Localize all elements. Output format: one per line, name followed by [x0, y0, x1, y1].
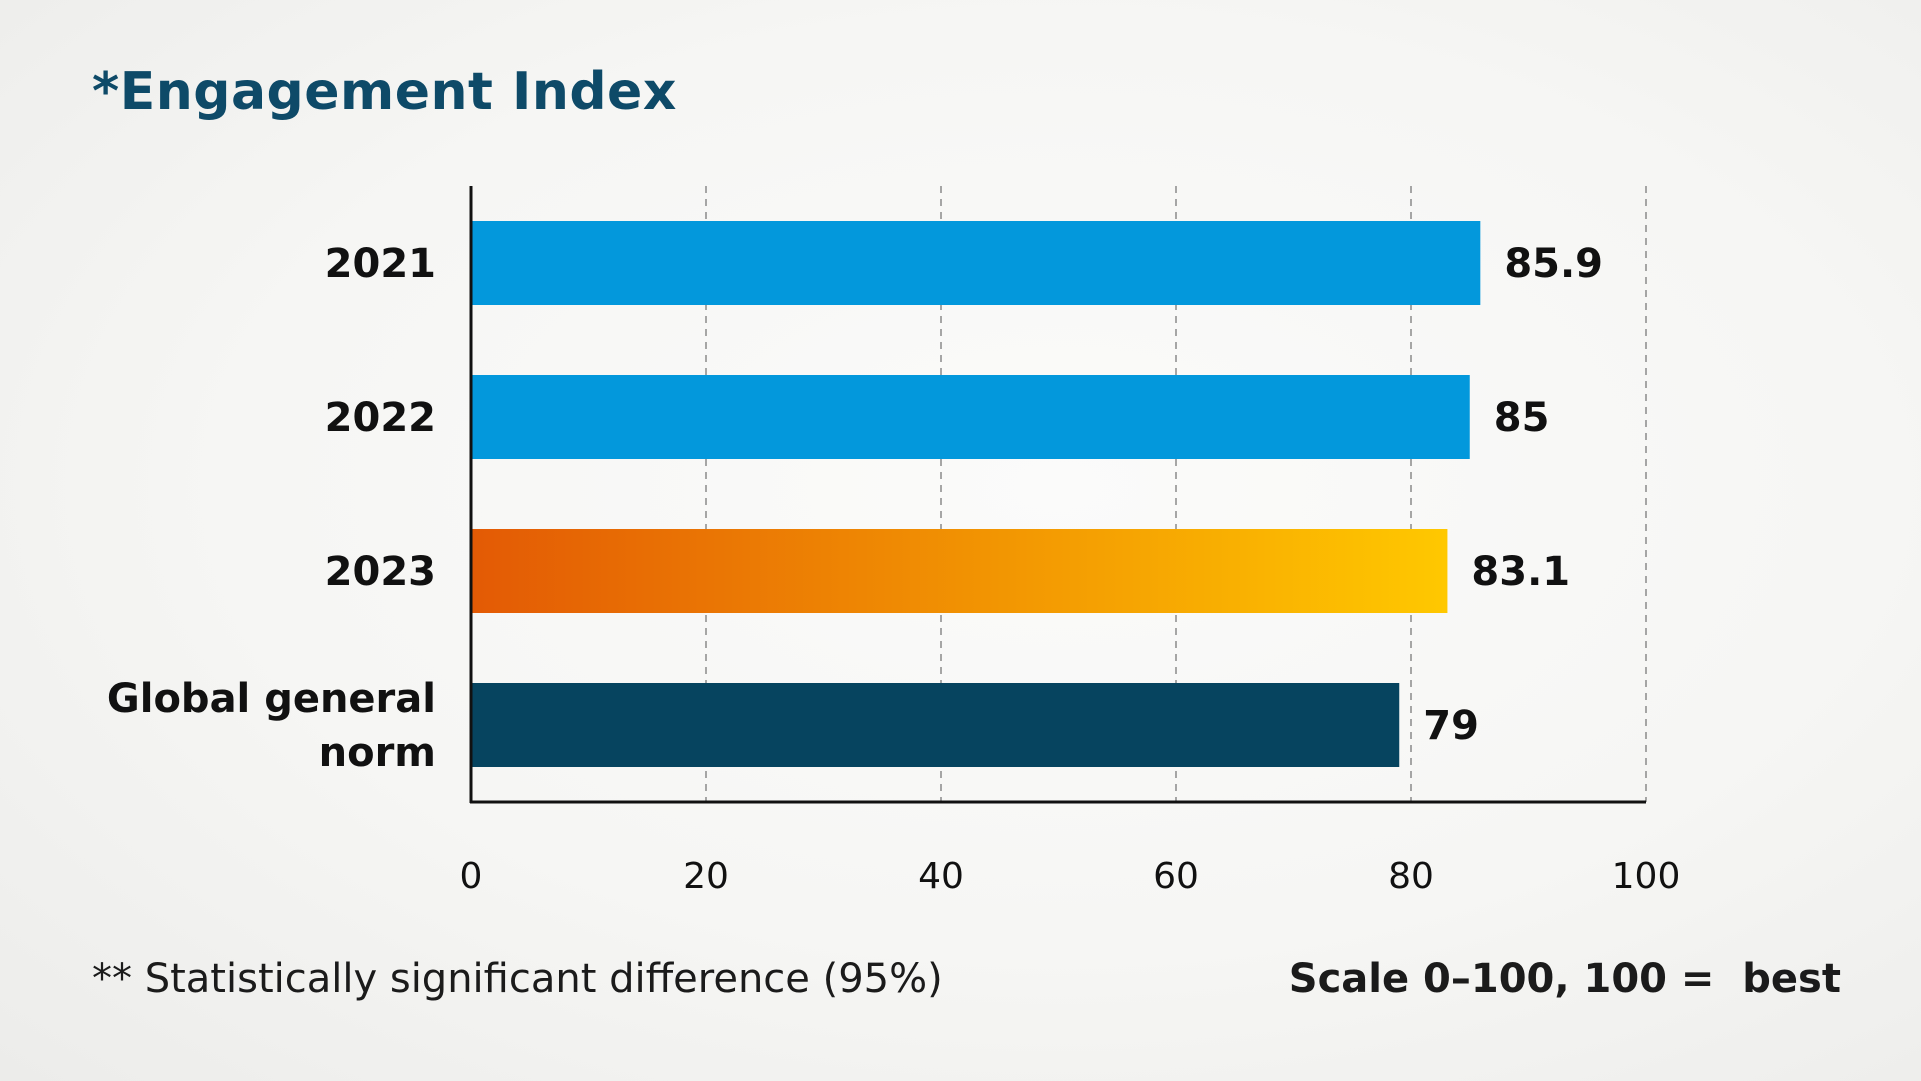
x-tick-label-60: 60 — [1153, 856, 1199, 897]
category-label-2022: 2022 — [325, 395, 436, 441]
x-tick-label-40: 40 — [918, 856, 964, 897]
bar-2021 — [471, 221, 1481, 305]
bar-global-general-norm — [471, 683, 1400, 767]
x-tick-label-20: 20 — [683, 856, 729, 897]
x-tick-label-100: 100 — [1612, 856, 1681, 897]
axes — [469, 186, 1646, 804]
x-tick-label-0: 0 — [460, 856, 483, 897]
value-label-2022: 85 — [1494, 395, 1550, 441]
x-tick-label-80: 80 — [1388, 856, 1434, 897]
value-label-2021: 85.9 — [1504, 241, 1603, 287]
category-label-2021: 2021 — [325, 241, 436, 287]
bar-2023 — [471, 529, 1448, 613]
bars — [471, 221, 1481, 767]
scale-note: Scale 0–100, 100 = best — [1288, 956, 1841, 1002]
category-label-global-general-norm: Global general norm — [107, 676, 436, 776]
category-label-2023: 2023 — [325, 549, 436, 595]
chart-title: *Engagement Index — [92, 62, 677, 122]
value-label-global-general-norm: 79 — [1423, 703, 1479, 749]
value-label-2023: 83.1 — [1471, 549, 1570, 595]
labels: 0 20 40 60 80 100 85.9 2021 85 2022 83.1 2023 79 Glob… — [107, 241, 1680, 897]
footnote: ** Statistically significant difference … — [92, 956, 943, 1002]
bar-2022 — [471, 375, 1470, 459]
